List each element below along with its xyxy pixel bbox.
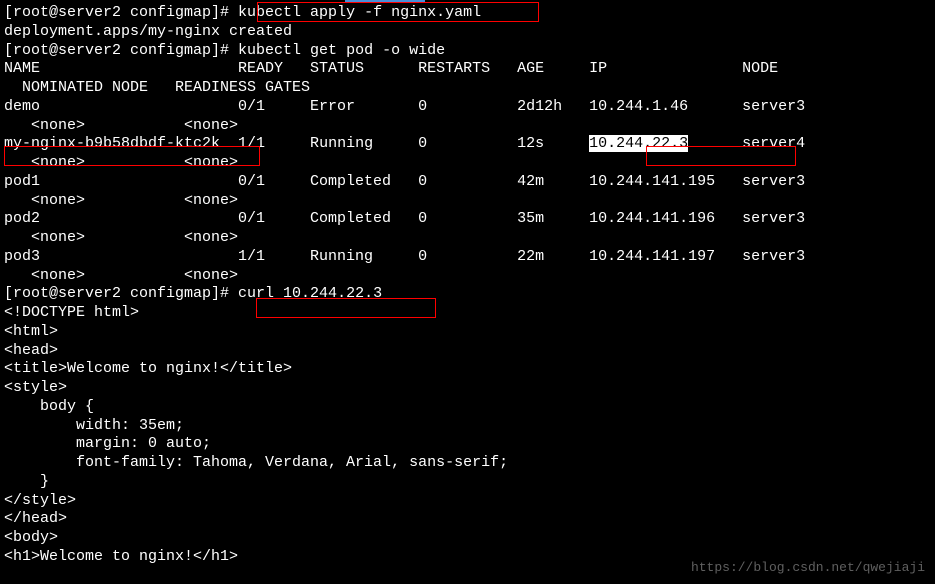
html-out: font-family: Tahoma, Verdana, Arial, san…	[4, 454, 931, 473]
line-cmd2: [root@server2 configmap]# kubectl get po…	[4, 42, 931, 61]
html-out: <html>	[4, 323, 931, 342]
table-row-b: <none> <none>	[4, 267, 931, 286]
html-out: <style>	[4, 379, 931, 398]
html-out: }	[4, 473, 931, 492]
table-row: pod3 1/1 Running 0 22m 10.244.141.197 se…	[4, 248, 931, 267]
table-row: pod2 0/1 Completed 0 35m 10.244.141.196 …	[4, 210, 931, 229]
table-header2: NOMINATED NODE READINESS GATES	[4, 79, 931, 98]
prompt: [root@server2 configmap]#	[4, 285, 238, 302]
table-header1: NAME READY STATUS RESTARTS AGE IP NODE	[4, 60, 931, 79]
html-out: <!DOCTYPE html>	[4, 304, 931, 323]
highlight-box-1	[257, 2, 539, 22]
html-out: </head>	[4, 510, 931, 529]
html-out: width: 35em;	[4, 417, 931, 436]
out1: deployment.apps/my-nginx created	[4, 23, 931, 42]
html-out: <body>	[4, 529, 931, 548]
cmd2: kubectl get pod -o wide	[238, 42, 445, 59]
highlight-box-2	[4, 146, 260, 166]
table-row-b: <none> <none>	[4, 117, 931, 136]
html-out: <title>Welcome to nginx!</title>	[4, 360, 931, 379]
highlight-box-3	[646, 146, 796, 166]
html-out: body {	[4, 398, 931, 417]
highlight-box-4	[256, 298, 436, 318]
watermark: https://blog.csdn.net/qwejiaji	[691, 560, 925, 576]
table-row: demo 0/1 Error 0 2d12h 10.244.1.46 serve…	[4, 98, 931, 117]
table-row-b: <none> <none>	[4, 192, 931, 211]
line-cmd3: [root@server2 configmap]# curl 10.244.22…	[4, 285, 931, 304]
table-row: pod1 0/1 Completed 0 42m 10.244.141.195 …	[4, 173, 931, 192]
table-row-b: <none> <none>	[4, 229, 931, 248]
prompt: [root@server2 configmap]#	[4, 42, 238, 59]
row-mid: 1/1 Running 0 12s	[220, 135, 589, 152]
prompt: [root@server2 configmap]#	[4, 4, 238, 21]
html-out: margin: 0 auto;	[4, 435, 931, 454]
html-out: </style>	[4, 492, 931, 511]
html-out: <head>	[4, 342, 931, 361]
